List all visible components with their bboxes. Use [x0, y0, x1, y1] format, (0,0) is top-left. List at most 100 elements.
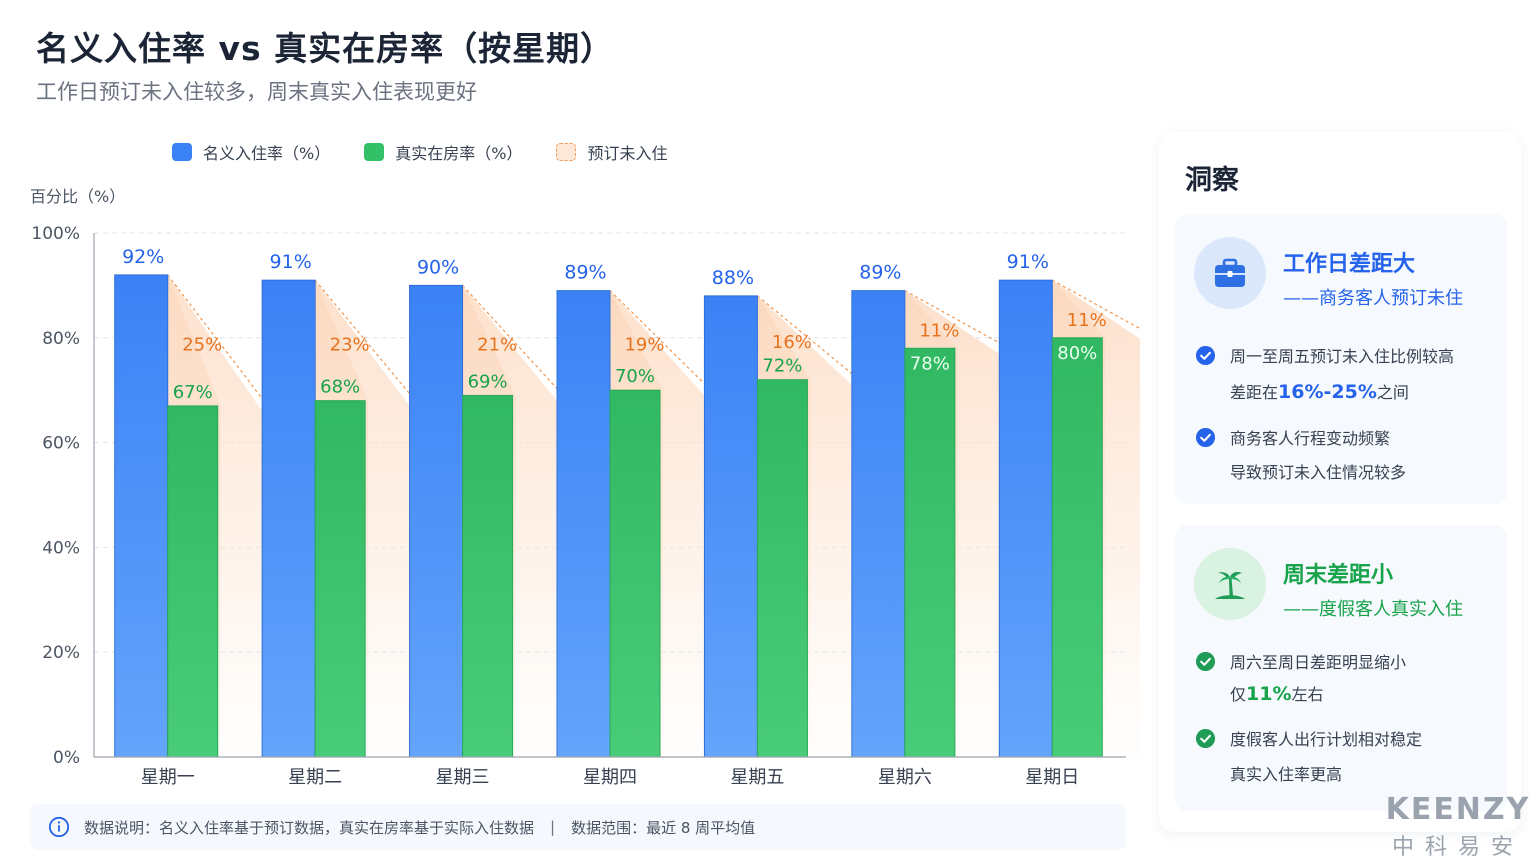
x-tick-label-2: 星期三 [436, 767, 490, 788]
gap-line-0 [167, 274, 266, 403]
gap-line-4 [757, 295, 855, 377]
x-tick-label-1: 星期二 [288, 767, 342, 788]
footnote-separator: | [550, 818, 556, 836]
data-label-gap-6: 11% [1067, 310, 1107, 331]
check-circle-icon [1195, 651, 1216, 672]
data-label-actual-3: 70% [615, 366, 655, 387]
bullet-text-2: 差距在16%-25%之间 [1230, 379, 1409, 403]
footnote-source: 数据说明：名义入住率基于预订数据，真实在房率基于实际入住数据 [84, 818, 535, 837]
bullet-text-2: 真实入住率更高 [1230, 765, 1343, 784]
legend-item-actual[interactable]: 真实在房率（%） [364, 140, 522, 164]
data-label-nominal-3: 89% [564, 262, 606, 284]
gap-line-3 [609, 290, 708, 387]
insight-weekday-subheading: ——商务客人预订未住 [1283, 288, 1463, 309]
x-tick-label-4: 星期五 [730, 767, 784, 788]
bar-nominal-1 [261, 279, 316, 758]
palm-tree-icon [1194, 548, 1266, 620]
bar-nominal-0 [114, 274, 169, 758]
y-tick-label-20: 20% [42, 643, 80, 663]
gap-line-5 [904, 290, 1003, 345]
bullet-text-pre: 仅 [1230, 685, 1247, 704]
bullet-text: 商务客人行程变动频繁 [1230, 429, 1391, 448]
page-subtitle: 工作日预订未入住较多，周末真实入住表现更好 [36, 80, 477, 104]
bar-actual-2 [462, 394, 514, 758]
data-label-gap-1: 23% [330, 334, 370, 355]
bar-nominal-2 [409, 284, 464, 758]
page-title: 名义入住率 vs 真实在房率（按星期） [36, 29, 615, 68]
legend-item-nominal[interactable]: 名义入住率（%） [172, 140, 330, 164]
bar-actual-3 [609, 389, 661, 758]
highlight-range: 16%-25% [1278, 381, 1377, 403]
insight-weekend-heading: 周末差距小 [1283, 563, 1394, 588]
insight-card-weekend: 周末差距小 ——度假客人真实入住 周六至周日差距明显缩小 仅11%左右 度假客人… [1175, 525, 1507, 811]
insight-weekday-heading: 工作日差距大 [1283, 252, 1416, 277]
data-label-nominal-6: 91% [1007, 251, 1049, 273]
data-label-actual-0: 67% [173, 382, 213, 403]
y-axis-title: 百分比（%） [30, 187, 125, 206]
x-tick-label-5: 星期六 [878, 767, 932, 788]
legend-swatch-gap [556, 143, 577, 161]
info-icon [48, 816, 70, 838]
brand-logo: KEENZY 中科易安 [1383, 792, 1533, 861]
bullet-text-post: 左右 [1291, 685, 1324, 704]
bullet-text-2: 仅11%左右 [1230, 681, 1324, 705]
footnote-range: 数据范围：最近 8 周平均值 [571, 818, 756, 837]
data-label-nominal-4: 88% [712, 267, 754, 289]
y-tick-label-80: 80% [42, 329, 80, 349]
data-label-nominal-2: 90% [417, 256, 459, 278]
bar-actual-0 [167, 405, 219, 758]
data-label-nominal-1: 91% [270, 251, 312, 273]
data-label-actual-5: 78% [910, 353, 950, 374]
data-label-gap-5: 11% [919, 320, 959, 341]
insights-panel: 洞察 工作日差距大 ——商务客人预订未住 周一至周五预订未入住比例较高 差距在1… [1159, 132, 1521, 832]
legend-swatch-actual [364, 143, 385, 161]
legend-label-actual: 真实在房率（%） [395, 144, 523, 163]
data-footnote: 数据说明：名义入住率基于预订数据，真实在房率基于实际入住数据 | 数据范围：最近… [30, 804, 1126, 850]
bar-actual-5 [904, 347, 956, 758]
data-label-nominal-5: 89% [859, 262, 901, 284]
check-circle-icon [1195, 427, 1216, 448]
bar-nominal-4 [703, 295, 758, 758]
bar-actual-6 [1051, 337, 1103, 758]
legend-item-gap[interactable]: 预订未入住 [556, 140, 667, 164]
data-label-actual-4: 72% [762, 356, 802, 377]
chart-legend: 名义入住率（%） 真实在房率（%） 预订未入住 [172, 140, 701, 164]
legend-swatch-nominal [172, 143, 192, 161]
insight-weekend-subheading: ——度假客人真实入住 [1283, 599, 1463, 620]
bar-actual-1 [314, 400, 366, 758]
gap-line-6 [1051, 279, 1140, 330]
data-label-gap-2: 21% [477, 334, 517, 355]
highlight-value: 11% [1246, 683, 1292, 705]
y-tick-label-60: 60% [42, 434, 80, 454]
bullet-text: 周一至周五预订未入住比例较高 [1230, 347, 1455, 366]
legend-label-nominal: 名义入住率（%） [203, 144, 331, 163]
data-label-gap-4: 16% [772, 332, 812, 353]
bar-actual-4 [756, 379, 808, 758]
check-circle-icon [1195, 728, 1216, 749]
data-label-actual-2: 69% [468, 371, 508, 392]
x-tick-label-6: 星期日 [1025, 767, 1079, 788]
data-label-gap-0: 25% [182, 334, 222, 355]
bullet-text-2: 导致预订未入住情况较多 [1230, 463, 1407, 482]
brand-logo-cn: 中科易安 [1391, 835, 1524, 860]
briefcase-icon [1194, 237, 1266, 309]
data-label-nominal-0: 92% [122, 246, 164, 268]
data-label-actual-6: 80% [1057, 343, 1097, 364]
occupancy-chart: 百分比（%） 92% 67% 25% 91% 68% 23% 90% 69% 21% 89% 70%… [30, 187, 1140, 788]
insights-title: 洞察 [1185, 165, 1239, 196]
y-tick-label-100: 100% [31, 224, 80, 244]
bullet-text: 度假客人出行计划相对稳定 [1230, 730, 1423, 749]
brand-logo-en: KEENZY [1385, 792, 1531, 827]
y-tick-label-0: 0% [53, 748, 80, 768]
check-circle-icon [1195, 345, 1216, 366]
insight-card-weekday: 工作日差距大 ——商务客人预订未住 周一至周五预订未入住比例较高 差距在16%-… [1175, 214, 1507, 504]
bar-nominal-6 [998, 279, 1053, 758]
legend-label-gap: 预订未入住 [587, 144, 668, 163]
bar-nominal-5 [851, 290, 906, 758]
data-label-actual-1: 68% [320, 377, 360, 398]
data-label-gap-3: 19% [624, 334, 664, 355]
x-tick-label-3: 星期四 [583, 767, 637, 788]
bullet-text: 周六至周日差距明显缩小 [1230, 653, 1407, 672]
gap-line-1 [314, 279, 413, 398]
x-tick-label-0: 星期一 [141, 767, 195, 788]
